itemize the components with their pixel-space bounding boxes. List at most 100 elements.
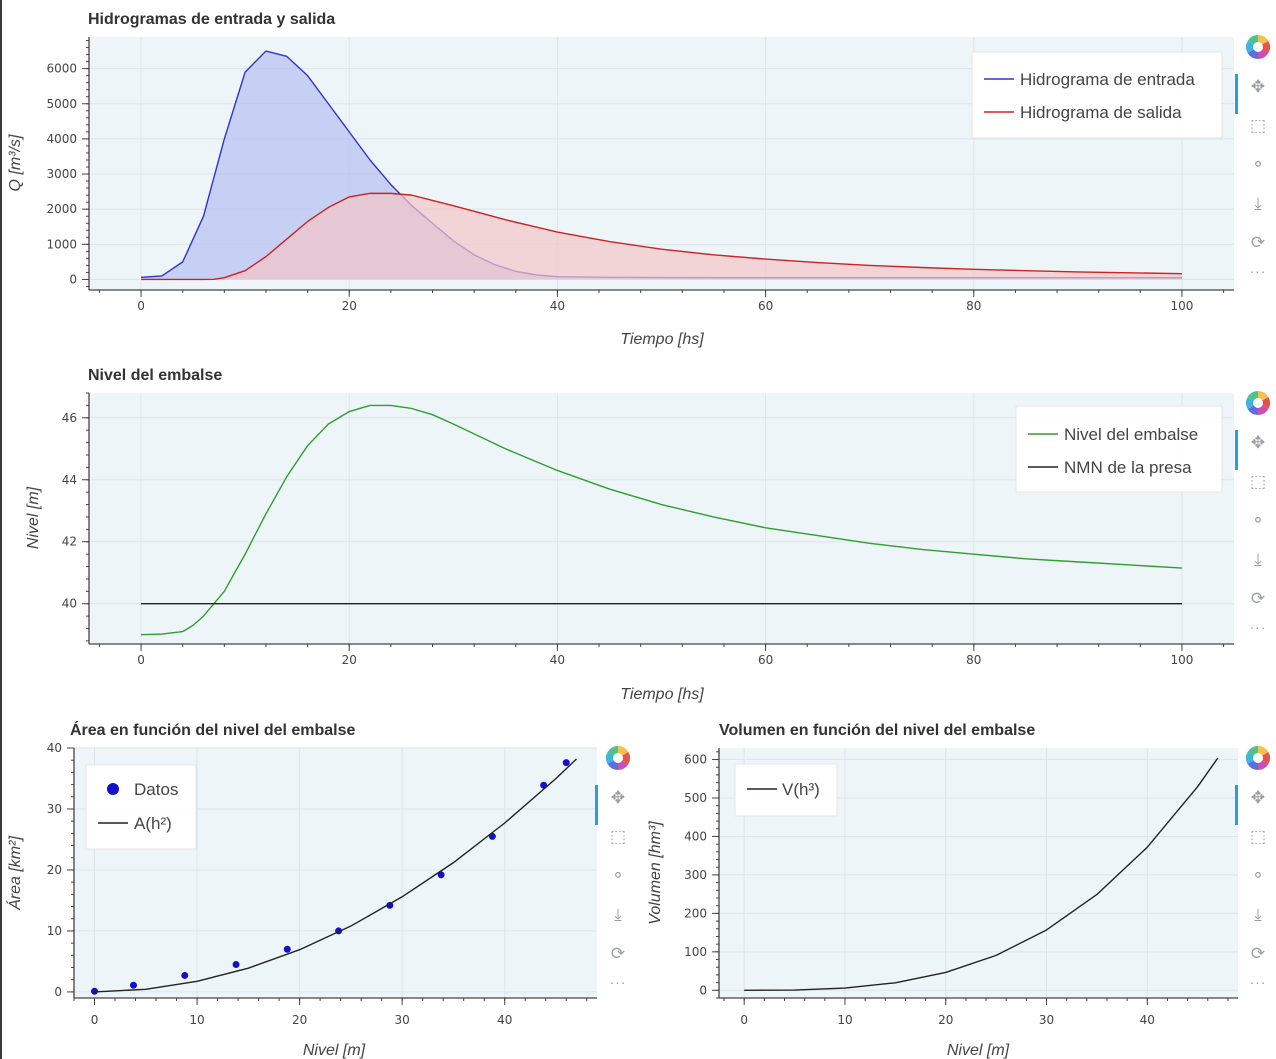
y-tick-label: 46 <box>62 411 77 425</box>
logo-segment <box>1258 397 1270 409</box>
bokeh-logo-icon[interactable] <box>1245 34 1271 60</box>
x-tick-label: 10 <box>837 1013 852 1027</box>
legend: Hidrograma de entrada Hidrograma de salid… <box>971 51 1223 139</box>
reset-icon[interactable]: ⟳ <box>1250 232 1266 253</box>
logo-segment <box>1246 397 1258 409</box>
legend-label: Hidrograma de entrada <box>1020 70 1195 89</box>
bokeh-logo-icon[interactable] <box>605 745 631 771</box>
series-line <box>94 758 577 993</box>
y-axis-label: Volumen [hm³] <box>647 821 664 925</box>
x-tick-label: 80 <box>966 653 981 667</box>
logo-segment <box>1246 752 1258 764</box>
y-tick-label: 200 <box>684 906 707 920</box>
x-tick-label: 0 <box>740 1013 748 1027</box>
x-tick-label: 0 <box>137 299 145 313</box>
legend-label: Hidrograma de salida <box>1020 103 1182 122</box>
chart-1: Nivel del embalse 0 20 40 60 80 100 40 42 44 46 Tie… <box>25 367 1234 703</box>
y-tick-label: 400 <box>684 829 707 843</box>
y-tick-label: 0 <box>54 985 62 999</box>
reset-icon[interactable]: ⟳ <box>1250 943 1266 964</box>
y-tick-label: 40 <box>47 741 62 755</box>
box-zoom-icon[interactable]: ⬚ <box>1249 115 1267 136</box>
y-tick-label: 5000 <box>46 97 77 111</box>
pan-icon[interactable]: ✥ <box>1235 783 1273 825</box>
x-tick-label: 20 <box>342 299 357 313</box>
logo-segment <box>1246 41 1258 53</box>
y-tick-label: 42 <box>62 535 77 549</box>
chart-title: Nivel del embalse <box>88 367 222 384</box>
reset-icon[interactable]: ⟳ <box>1250 588 1266 609</box>
x-tick-label: 10 <box>189 1013 204 1027</box>
y-tick-label: 500 <box>684 791 707 805</box>
y-axis-label: Área [km²] <box>5 836 24 911</box>
box-zoom-icon[interactable]: ⬚ <box>1249 471 1267 492</box>
more-icon[interactable]: ··· <box>609 974 627 990</box>
pan-icon[interactable]: ✥ <box>595 783 633 825</box>
wheel-zoom-icon[interactable]: ⚬ <box>1250 865 1266 886</box>
y-axis-label: Nivel [m] <box>25 486 42 549</box>
legend-box <box>971 51 1223 139</box>
x-tick-label: 20 <box>938 1013 953 1027</box>
y-tick-label: 30 <box>47 802 62 816</box>
data-point <box>129 981 137 989</box>
wheel-zoom-icon[interactable]: ⚬ <box>1250 510 1266 531</box>
pan-icon[interactable]: ✥ <box>1235 72 1273 114</box>
logo-segment <box>1258 41 1270 53</box>
x-tick-label: 30 <box>1039 1013 1054 1027</box>
x-axis-label: Nivel [m] <box>947 1042 1010 1059</box>
logo-segment <box>618 752 630 764</box>
wheel-zoom-icon[interactable]: ⚬ <box>1250 154 1266 175</box>
bokeh-logo-icon[interactable] <box>1245 745 1271 771</box>
data-point <box>562 759 570 767</box>
wheel-zoom-icon[interactable]: ⚬ <box>610 865 626 886</box>
logo-center <box>1253 398 1263 408</box>
x-tick-label: 0 <box>91 1013 99 1027</box>
legend-box <box>1015 405 1223 493</box>
box-zoom-icon[interactable]: ⬚ <box>609 826 627 847</box>
legend-label: Datos <box>134 780 178 799</box>
x-tick-label: 40 <box>497 1013 512 1027</box>
logo-center <box>1253 42 1263 52</box>
chart-title: Hidrogramas de entrada y salida <box>88 11 335 28</box>
series-line <box>141 404 1182 636</box>
box-zoom-icon[interactable]: ⬚ <box>1249 826 1267 847</box>
more-icon[interactable]: ··· <box>1249 974 1267 990</box>
x-tick-label: 40 <box>550 299 565 313</box>
y-tick-label: 10 <box>47 924 62 938</box>
pan-icon[interactable]: ✥ <box>1235 428 1273 470</box>
legend: Nivel del embalse NMN de la presa <box>1015 405 1223 493</box>
bokeh-logo-icon[interactable] <box>1245 390 1271 416</box>
y-tick-label: 40 <box>62 597 77 611</box>
x-axis-label: Tiempo [hs] <box>620 686 704 703</box>
save-icon[interactable]: ⤓ <box>614 904 622 925</box>
save-icon[interactable]: ⤓ <box>1254 549 1262 570</box>
x-tick-label: 80 <box>966 299 981 313</box>
reset-icon[interactable]: ⟳ <box>610 943 626 964</box>
legend-label: A(h²) <box>134 814 172 833</box>
toolbar-volume: ✥ ⬚ ⚬ ⤓ ⟳ ··· <box>1235 745 1276 992</box>
legend-marker <box>107 783 119 795</box>
x-axis-label: Nivel [m] <box>303 1042 366 1059</box>
y-tick-label: 300 <box>684 868 707 882</box>
toolbar-level: ✥ ⬚ ⚬ ⤓ ⟳ ··· <box>1235 390 1276 637</box>
y-tick-label: 4000 <box>46 132 77 146</box>
more-icon[interactable]: ··· <box>1249 263 1267 279</box>
y-tick-label: 44 <box>62 473 77 487</box>
chart-3: Volumen en función del nivel del embalse… <box>647 722 1238 1059</box>
data-point <box>283 945 291 953</box>
chart-title: Volumen en función del nivel del embalse <box>719 722 1035 739</box>
logo-center <box>613 753 623 763</box>
save-icon[interactable]: ⤓ <box>1254 193 1262 214</box>
logo-segment <box>1258 752 1270 764</box>
y-tick-label: 0 <box>699 983 707 997</box>
save-icon[interactable]: ⤓ <box>1254 904 1262 925</box>
legend: Datos A(h²) <box>85 764 197 850</box>
window-edge <box>0 0 2 1059</box>
chart-title: Área en función del nivel del embalse <box>70 720 356 739</box>
legend-label: V(h³) <box>782 780 820 799</box>
y-axis-label: Q [m³/s] <box>7 134 24 191</box>
more-icon[interactable]: ··· <box>1249 619 1267 635</box>
legend-box <box>85 764 197 850</box>
series-line <box>744 757 1219 992</box>
